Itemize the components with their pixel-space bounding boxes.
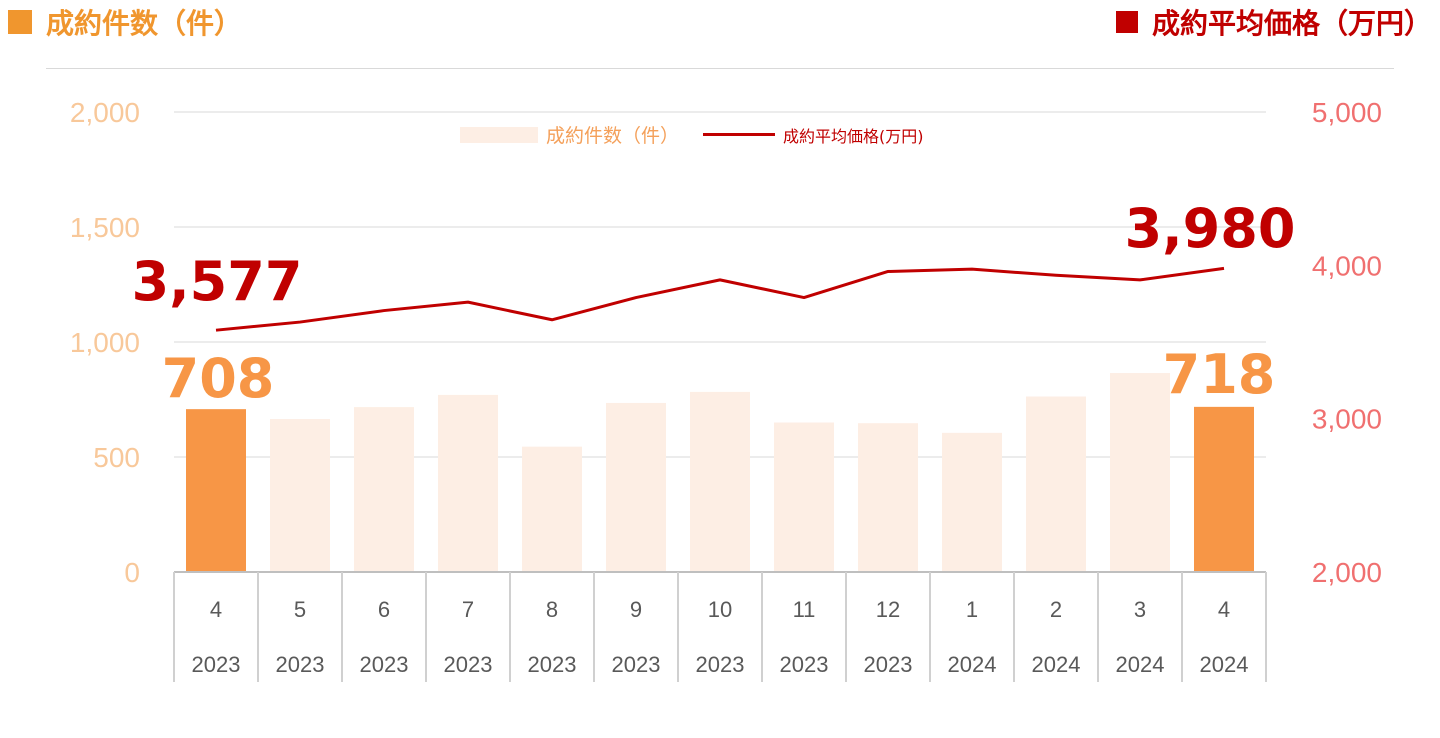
left-axis-tick-label: 500 — [93, 442, 140, 473]
right-axis-tick-label: 3,000 — [1312, 404, 1382, 435]
bar — [270, 419, 330, 572]
chart-legend: 成約件数（件） 成約平均価格(万円) — [460, 121, 924, 148]
month-label: 6 — [378, 597, 390, 622]
year-label: 2023 — [780, 652, 829, 677]
left-axis-tick-label: 1,000 — [70, 327, 140, 358]
year-label: 2023 — [360, 652, 409, 677]
header-divider — [46, 68, 1394, 69]
right-axis-tick-label: 2,000 — [1312, 557, 1382, 588]
left-axis-title-text: 成約件数（件） — [46, 7, 243, 40]
year-label: 2023 — [528, 652, 577, 677]
bar — [438, 394, 498, 572]
legend-bar-label: 成約件数（件） — [546, 125, 680, 147]
bar — [522, 446, 582, 572]
right-axis-tick-label: 5,000 — [1312, 97, 1382, 128]
bar — [774, 422, 834, 572]
bar — [1110, 373, 1170, 572]
bar — [942, 432, 1002, 572]
month-label: 4 — [1218, 597, 1230, 622]
orange-square-icon — [8, 10, 32, 34]
right-axis-title-text: 成約平均価格（万円） — [1151, 7, 1432, 40]
year-label: 2024 — [1032, 652, 1081, 677]
bar — [1026, 396, 1086, 572]
month-label: 12 — [876, 597, 900, 622]
legend-line-label: 成約平均価格(万円) — [783, 126, 924, 146]
legend-line-swatch — [703, 133, 776, 136]
year-label: 2023 — [864, 652, 913, 677]
year-label: 2023 — [696, 652, 745, 677]
bar-highlight — [186, 409, 246, 572]
bar — [606, 402, 666, 572]
month-label: 3 — [1134, 597, 1146, 622]
month-label: 1 — [966, 597, 978, 622]
year-label: 2024 — [948, 652, 997, 677]
count-first-label: 708 — [162, 347, 275, 410]
left-axis-tick-label: 2,000 — [70, 97, 140, 128]
month-label: 5 — [294, 597, 306, 622]
year-label: 2023 — [192, 652, 241, 677]
year-label: 2024 — [1200, 652, 1249, 677]
month-label: 10 — [708, 597, 732, 622]
year-label: 2024 — [1116, 652, 1165, 677]
month-label: 11 — [793, 597, 816, 622]
year-label: 2023 — [276, 652, 325, 677]
month-label: 2 — [1050, 597, 1062, 622]
right-axis-title: 成約平均価格（万円） — [1115, 2, 1432, 42]
month-label: 8 — [546, 597, 558, 622]
month-label: 4 — [210, 597, 222, 622]
bar — [858, 423, 918, 572]
month-label: 9 — [630, 597, 642, 622]
left-axis-tick-label: 1,500 — [70, 212, 140, 243]
bar — [690, 391, 750, 572]
bar-highlight — [1194, 406, 1254, 572]
red-square-icon — [1115, 11, 1138, 33]
left-axis-tick-label: 0 — [124, 557, 140, 588]
left-axis-title: 成約件数（件） — [8, 2, 242, 42]
year-label: 2023 — [612, 652, 661, 677]
right-axis-tick-label: 4,000 — [1312, 250, 1382, 281]
month-label: 7 — [462, 597, 474, 622]
legend-bar-swatch — [460, 126, 538, 143]
price-last-label: 3,980 — [1125, 197, 1296, 260]
count-last-label: 718 — [1163, 343, 1276, 406]
price-line — [215, 266, 1225, 332]
price-first-label: 3,577 — [132, 250, 303, 313]
bar — [354, 407, 414, 572]
year-label: 2023 — [444, 652, 493, 677]
